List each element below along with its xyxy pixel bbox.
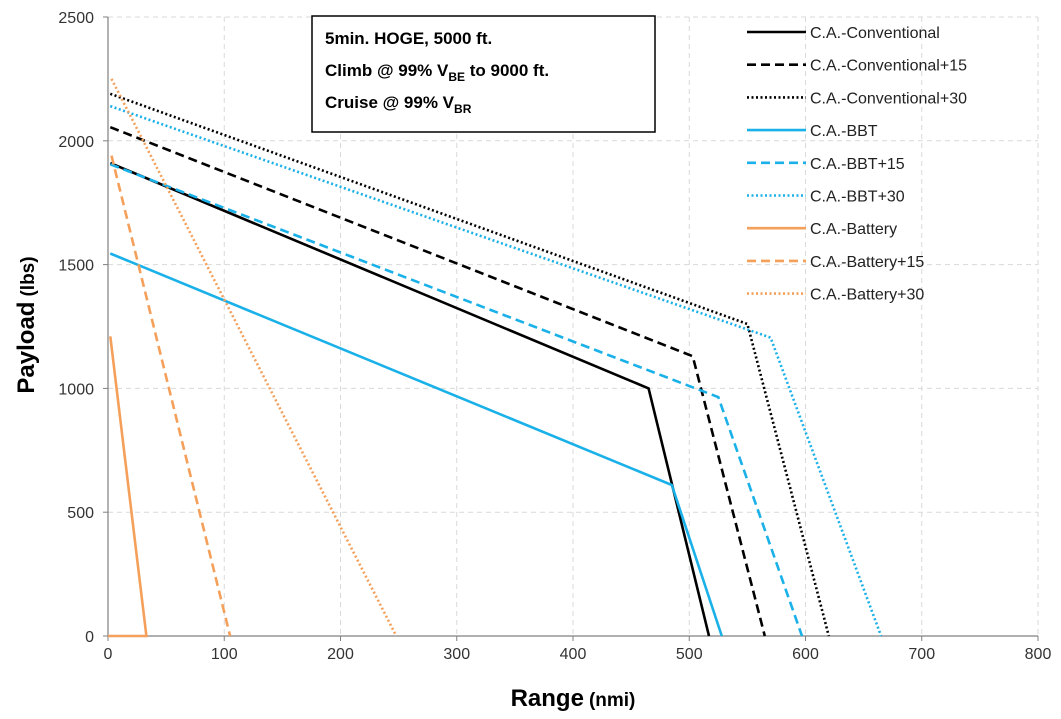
series-line-4	[109, 252, 724, 637]
annotation-line-3-subscript: BR	[454, 102, 472, 116]
annotation-line-2-prefix: Climb @ 99% V	[325, 61, 449, 80]
annotation-line-1: 5min. HOGE, 5000 ft.	[325, 29, 492, 48]
x-tick-label: 400	[560, 646, 587, 663]
legend-label: C.A.-Battery+15	[810, 254, 924, 271]
annotation-frame	[311, 15, 656, 133]
legend-label: C.A.-Conventional+15	[810, 58, 967, 75]
legend-label: C.A.-BBT+30	[810, 189, 905, 206]
series-line-3	[109, 92, 831, 637]
y-tick-label: 2000	[58, 134, 94, 151]
annotation-line-3-prefix: Cruise @ 99% V	[325, 93, 455, 112]
y-tick-label: 0	[85, 629, 94, 646]
x-tick-label: 100	[211, 646, 238, 663]
legend-label: C.A.-Battery	[810, 221, 897, 238]
y-tick-label: 1000	[58, 381, 94, 398]
x-tick-label: 200	[327, 646, 354, 663]
series-line-2	[109, 125, 767, 637]
annotation-line-2-subscript: BE	[448, 70, 465, 84]
annotation-line-2: Climb @ 99% VBE to 9000 ft.	[325, 61, 549, 84]
y-tick-label: 2500	[58, 10, 94, 27]
tick-labels: 0 100 200 300 400 500 600 700 800 0 500 1000 1500 200…	[58, 10, 1051, 663]
x-tick-label: 0	[104, 646, 113, 663]
y-axis-unit: (lbs)	[18, 256, 39, 296]
y-tick-label: 500	[67, 505, 94, 522]
series-lines	[108, 78, 883, 638]
annotation-box: 5min. HOGE, 5000 ft. Climb @ 99% VBE to …	[311, 15, 656, 133]
legend-label: C.A.-BBT+15	[810, 156, 905, 173]
y-axis-title: Payload (lbs)	[13, 256, 40, 393]
y-tick-label: 1500	[58, 258, 94, 275]
legend: C.A.-Conventional C.A.-Conventional+15 C.A…	[747, 25, 967, 304]
axes	[103, 16, 1039, 641]
series-line-7	[108, 336, 148, 638]
annotation-line-2-suffix: to 9000 ft.	[465, 61, 549, 80]
x-tick-label: 500	[676, 646, 703, 663]
x-tick-label: 800	[1025, 646, 1052, 663]
x-tick-label: 700	[908, 646, 935, 663]
x-axis-unit: (nmi)	[589, 690, 635, 711]
x-tick-label: 600	[792, 646, 819, 663]
legend-label: C.A.-BBT	[810, 123, 878, 140]
annotation-line-3: Cruise @ 99% VBR	[325, 93, 472, 116]
series-line-1	[109, 161, 711, 637]
x-axis-title: Range (nmi)	[511, 685, 636, 712]
y-axis-label: Payload	[13, 302, 40, 394]
legend-label: C.A.-Battery+30	[810, 287, 924, 304]
legend-label: C.A.-Conventional	[810, 25, 940, 42]
series-line-8	[110, 155, 232, 637]
x-tick-label: 300	[443, 646, 470, 663]
series-line-5	[109, 163, 804, 637]
x-axis-label: Range	[511, 685, 584, 712]
legend-label: C.A.-Conventional+30	[810, 90, 967, 107]
series-line-9	[110, 78, 398, 637]
